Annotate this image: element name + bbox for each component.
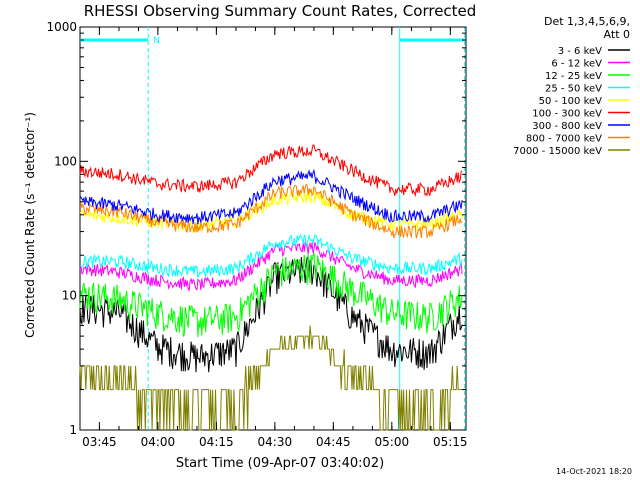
legend-label: 6 - 12 keV bbox=[551, 59, 602, 70]
legend-label: 100 - 300 keV bbox=[532, 109, 602, 120]
series-line bbox=[79, 325, 463, 431]
legend-label: 7000 - 15000 keV bbox=[513, 146, 602, 157]
y-tick-label: 100 bbox=[54, 154, 77, 168]
x-tick-label: 04:45 bbox=[316, 435, 351, 449]
x-tick-label: 03:45 bbox=[82, 435, 117, 449]
legend-label: 300 - 800 keV bbox=[532, 121, 602, 132]
y-axis-label: Corrected Count Rate (s⁻¹ detector⁻¹) bbox=[23, 112, 37, 338]
y-tick-label: 10 bbox=[62, 289, 77, 303]
x-tick-label: 05:00 bbox=[375, 435, 410, 449]
y-tick-label: 1000 bbox=[46, 20, 77, 34]
y-tick-label: 1 bbox=[69, 423, 77, 437]
x-tick-label: 04:15 bbox=[199, 435, 234, 449]
plot-frame bbox=[79, 26, 467, 431]
legend-label: 3 - 6 keV bbox=[558, 46, 602, 57]
legend-label: 25 - 50 keV bbox=[545, 84, 602, 95]
legend-label: 800 - 7000 keV bbox=[526, 134, 602, 145]
x-tick-label: 04:00 bbox=[141, 435, 176, 449]
legend-label: 50 - 100 keV bbox=[539, 96, 603, 107]
legend-label: 12 - 25 keV bbox=[545, 71, 602, 82]
flag-label: N bbox=[153, 36, 160, 46]
series-line bbox=[79, 252, 463, 338]
timestamp: 14-Oct-2021 18:20 bbox=[556, 467, 632, 476]
chart-title: RHESSI Observing Summary Count Rates, Co… bbox=[84, 2, 477, 20]
x-tick-label: 05:15 bbox=[433, 435, 468, 449]
series-line bbox=[79, 241, 463, 292]
x-axis-label: Start Time (09-Apr-07 03:40:02) bbox=[176, 456, 384, 471]
series-lines bbox=[79, 144, 463, 431]
series-line bbox=[79, 233, 463, 280]
x-tick-label: 04:30 bbox=[258, 435, 293, 449]
y-axis: 1 10 100 1000 bbox=[46, 20, 466, 437]
series-line bbox=[79, 144, 463, 198]
legend-title-line-1: Det 1,3,4,5,6,9, bbox=[544, 15, 630, 28]
plot-area: N bbox=[79, 26, 467, 431]
series-line bbox=[79, 168, 463, 225]
flag-bars: N bbox=[80, 36, 465, 46]
legend: Det 1,3,4,5,6,9, Att 0 3 - 6 keV 6 - 12 k… bbox=[513, 15, 630, 157]
legend-title-line-2: Att 0 bbox=[604, 28, 630, 41]
x-axis: 03:45 04:00 04:15 04:30 04:45 05:00 05:15 bbox=[79, 27, 468, 449]
